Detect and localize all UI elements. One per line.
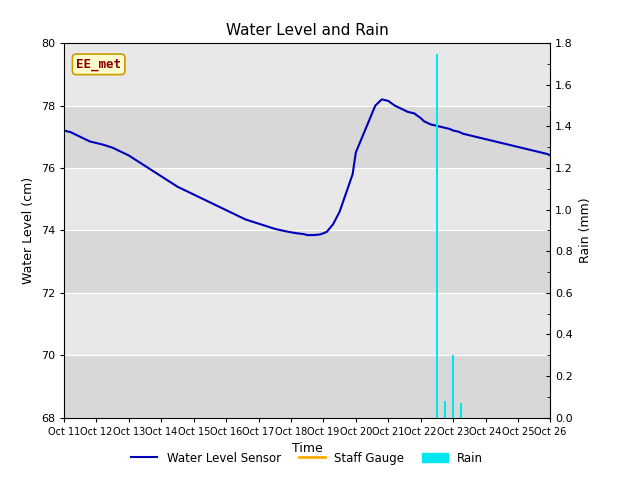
Water Level Sensor xyxy=(349,171,356,177)
Bar xyxy=(64,230,550,293)
Bar xyxy=(64,355,550,418)
Y-axis label: Rain (mm): Rain (mm) xyxy=(579,198,591,263)
Water Level Sensor xyxy=(73,132,81,138)
Bar xyxy=(436,54,438,418)
Bar xyxy=(452,355,454,418)
Bar xyxy=(64,43,550,106)
Water Level Sensor xyxy=(378,96,386,102)
Bar xyxy=(444,401,446,418)
Bar xyxy=(64,168,550,230)
Water Level Sensor xyxy=(60,128,68,133)
Text: EE_met: EE_met xyxy=(76,58,121,71)
Water Level Sensor xyxy=(303,232,311,238)
Water Level Sensor xyxy=(404,109,412,115)
Water Level Sensor xyxy=(537,149,545,155)
Y-axis label: Water Level (cm): Water Level (cm) xyxy=(22,177,35,284)
Bar xyxy=(64,106,550,168)
Bar xyxy=(64,293,550,355)
X-axis label: Time: Time xyxy=(292,442,323,455)
Legend: Water Level Sensor, Staff Gauge, Rain: Water Level Sensor, Staff Gauge, Rain xyxy=(127,447,488,469)
Bar xyxy=(460,403,462,418)
Line: Water Level Sensor: Water Level Sensor xyxy=(64,99,550,235)
Water Level Sensor xyxy=(547,153,554,158)
Water Level Sensor xyxy=(517,145,525,151)
Title: Water Level and Rain: Water Level and Rain xyxy=(226,23,388,38)
Water Level Sensor xyxy=(135,159,143,165)
